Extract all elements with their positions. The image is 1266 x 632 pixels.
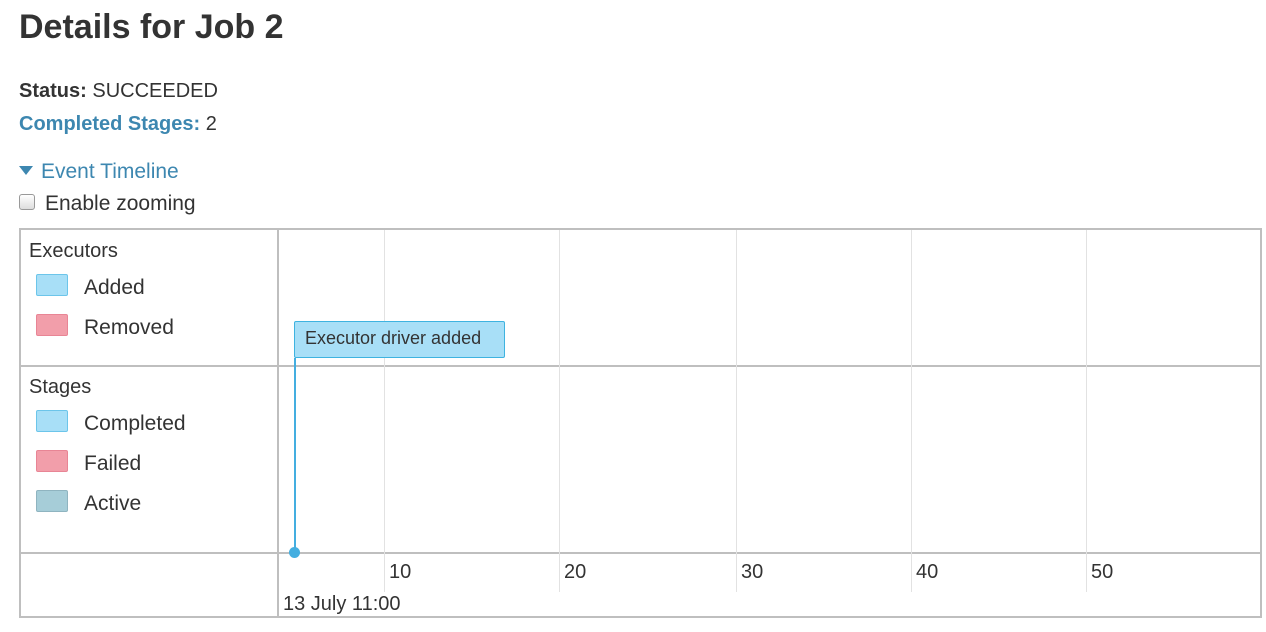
legend-item-added: Added bbox=[36, 274, 145, 300]
label-column-divider bbox=[277, 230, 279, 616]
completed-stages-link[interactable]: Completed Stages: bbox=[19, 113, 201, 135]
legend-item-removed: Removed bbox=[36, 314, 174, 340]
grid-line bbox=[559, 230, 560, 592]
completed-stages-line: Completed Stages: 2 bbox=[19, 113, 217, 136]
grid-line bbox=[1086, 230, 1087, 592]
executors-group-label: Executors bbox=[29, 240, 118, 262]
legend-item-completed: Completed bbox=[36, 410, 186, 436]
grid-line bbox=[736, 230, 737, 592]
enable-zooming-checkbox[interactable] bbox=[19, 194, 35, 211]
grid-line bbox=[384, 230, 385, 592]
axis-start-label: 13 July 11:00 bbox=[283, 593, 401, 615]
axis-tick-label: 30 bbox=[741, 561, 764, 583]
enable-zooming-label[interactable]: Enable zooming bbox=[45, 192, 196, 215]
axis-tick-label: 50 bbox=[1091, 561, 1114, 583]
legend-label: Completed bbox=[84, 412, 186, 435]
triangle-down-icon bbox=[19, 165, 33, 175]
completed-swatch bbox=[36, 410, 68, 433]
enable-zooming-row: Enable zooming bbox=[19, 192, 196, 216]
event-timeline-label: Event Timeline bbox=[41, 160, 179, 183]
event-line bbox=[294, 358, 296, 552]
completed-stages-value: 2 bbox=[205, 113, 217, 135]
legend-item-failed: Failed bbox=[36, 450, 142, 476]
legend-label: Active bbox=[84, 492, 142, 515]
status-value: SUCCEEDED bbox=[92, 80, 218, 102]
axis-tick-label: 40 bbox=[916, 561, 939, 583]
removed-swatch bbox=[36, 314, 68, 337]
legend-label: Failed bbox=[84, 452, 142, 475]
status-line: Status: SUCCEEDED bbox=[19, 80, 218, 103]
axis-tick-label: 10 bbox=[389, 561, 412, 583]
status-label: Status: bbox=[19, 80, 87, 102]
group-divider bbox=[21, 365, 1260, 367]
event-timeline[interactable]: Executors Added Removed Stages Completed… bbox=[19, 228, 1262, 618]
failed-swatch bbox=[36, 450, 68, 473]
legend-label: Added bbox=[84, 276, 145, 299]
event-dot[interactable] bbox=[289, 547, 300, 558]
event-timeline-toggle[interactable]: Event Timeline bbox=[19, 160, 179, 184]
grid-line bbox=[911, 230, 912, 592]
axis-tick-label: 20 bbox=[564, 561, 587, 583]
added-swatch bbox=[36, 274, 68, 297]
legend-item-active: Active bbox=[36, 490, 142, 516]
legend-label: Removed bbox=[84, 316, 174, 339]
executor-added-event[interactable]: Executor driver added bbox=[294, 321, 505, 358]
stages-group-label: Stages bbox=[29, 376, 92, 398]
axis-divider bbox=[21, 552, 1260, 554]
active-swatch bbox=[36, 490, 68, 513]
page-title: Details for Job 2 bbox=[19, 8, 284, 46]
